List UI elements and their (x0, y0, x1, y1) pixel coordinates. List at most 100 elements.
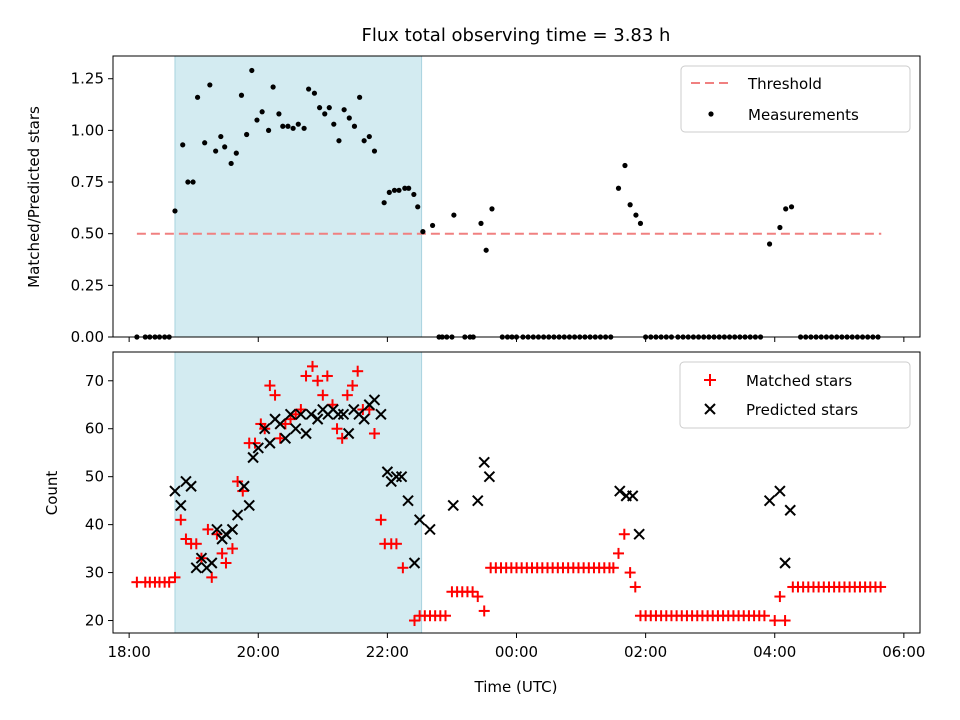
measurement-point (411, 191, 417, 198)
measurement-point (218, 133, 224, 140)
measurement-point (633, 212, 639, 218)
legend-measurements-swatch (708, 111, 714, 117)
measurement-point (280, 123, 286, 129)
matched-star-point (290, 408, 302, 420)
predicted-star-point (185, 480, 197, 492)
predicted-star-point (358, 413, 370, 425)
predicted-star-point (311, 413, 324, 425)
matched-star-points (131, 360, 887, 627)
measurement-point (783, 206, 789, 212)
measurement-point (336, 138, 342, 144)
predicted-star-point (279, 432, 292, 445)
measurement-point (238, 92, 245, 98)
matched-star-point (478, 605, 490, 617)
measurement-point (228, 160, 234, 167)
predicted-star-point (472, 494, 484, 507)
matched-star-point (472, 591, 484, 603)
predicted-star-point (332, 408, 345, 421)
predicted-star-point (784, 504, 796, 516)
predicted-star-point (226, 523, 239, 536)
top-y-ticks: 0.00 0.25 0.50 0.75 1.00 1.25 (71, 70, 113, 346)
legend-predicted-swatch (704, 403, 716, 415)
matched-star-point (274, 432, 286, 444)
measurement-point (788, 204, 795, 210)
matched-star-point (226, 543, 238, 555)
measurement-point (306, 86, 312, 92)
measurement-point (451, 212, 457, 218)
matched-star-point (306, 360, 318, 372)
predicted-star-point (274, 418, 286, 430)
matched-star-point (336, 432, 348, 444)
matched-star-point (439, 610, 451, 622)
x-tick-label: 18:00 (108, 643, 151, 661)
matched-star-point (169, 571, 181, 583)
top-legend: Threshold Measurements (680, 65, 911, 133)
x-tick-label: 20:00 (237, 643, 280, 661)
measurement-point (478, 220, 484, 226)
top-y-axis-label: Matched/Predicted stars (25, 106, 43, 288)
measurement-point (615, 185, 622, 191)
measurement-point (244, 131, 250, 138)
measurement-point (396, 187, 402, 193)
predicted-star-point (231, 509, 244, 521)
y-tick-label: 1.00 (71, 121, 104, 139)
measurement-point (766, 241, 773, 247)
predicted-star-point (300, 427, 312, 440)
matched-star-point (375, 514, 387, 526)
top-x-ticks (128, 337, 905, 342)
measurement-point (622, 162, 628, 169)
predicted-star-point (175, 499, 187, 512)
matched-star-point (779, 615, 791, 627)
measurement-point (185, 179, 191, 185)
bottom-legend-box (679, 361, 911, 429)
measurement-point (637, 220, 644, 226)
measurement-point (366, 133, 372, 140)
predicted-star-point (342, 427, 355, 440)
predicted-star-point (402, 494, 414, 507)
predicted-star-point (779, 557, 791, 569)
matched-star-point (312, 375, 324, 387)
x-axis-label: Time (UTC) (474, 678, 558, 696)
x-tick-label: 22:00 (366, 643, 409, 661)
y-tick-label: 1.25 (71, 70, 104, 88)
measurement-point (180, 142, 186, 148)
y-tick-label: 40 (85, 516, 104, 534)
measurement-point (777, 224, 783, 231)
matched-star-point (264, 380, 276, 392)
predicted-star-point (243, 499, 255, 512)
measurement-point (207, 82, 213, 88)
matched-star-point (875, 581, 887, 593)
legend-measurements-label: Measurements (748, 106, 859, 124)
matched-star-point (220, 557, 232, 569)
predicted-star-point (220, 528, 232, 540)
predicted-star-point (264, 437, 276, 449)
bottom-legend: Matched stars Predicted stars (679, 361, 911, 429)
measurement-point (371, 148, 378, 154)
matched-star-point (202, 523, 214, 535)
measurement-point (233, 150, 239, 156)
predicted-star-point (211, 523, 223, 536)
predicted-star-point (381, 466, 394, 478)
measurement-point (249, 67, 255, 74)
predicted-star-point (483, 470, 496, 483)
measurement-point (357, 94, 363, 100)
matched-star-point (352, 365, 364, 377)
predicted-star-point (395, 470, 408, 483)
measurement-point (331, 121, 337, 127)
measurement-point (341, 107, 347, 113)
measurement-point (202, 140, 208, 146)
matched-star-point (279, 418, 291, 430)
predicted-star-point (337, 408, 350, 421)
measurement-point (351, 123, 358, 129)
bottom-y-ticks: 20 30 40 50 60 70 (85, 372, 113, 630)
predicted-star-point (408, 557, 421, 569)
measurement-point (316, 105, 323, 111)
matched-star-point (216, 547, 228, 559)
x-tick-label: 06:00 (882, 643, 925, 661)
y-tick-label: 60 (85, 420, 104, 438)
measurement-point (381, 200, 387, 206)
bottom-panel: 20 30 40 50 60 70 18:00 20:00 22:00 00:00 02:00 04… (43, 351, 925, 696)
measurement-point (213, 148, 219, 154)
predicted-star-point (305, 408, 317, 421)
